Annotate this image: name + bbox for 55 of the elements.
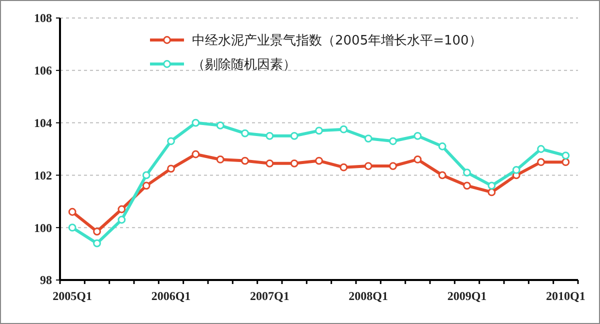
point	[438, 142, 446, 150]
point	[463, 182, 471, 190]
point	[142, 182, 150, 190]
point	[118, 216, 126, 224]
point	[68, 224, 76, 232]
point	[562, 158, 570, 166]
point	[315, 126, 323, 135]
point	[537, 158, 545, 166]
y-tick-label: 100	[34, 220, 52, 235]
point	[463, 168, 471, 177]
point	[340, 163, 348, 172]
point	[142, 171, 150, 180]
point	[340, 125, 348, 134]
point	[488, 182, 496, 190]
y-tick-label: 104	[34, 116, 52, 130]
y-tick-label: 102	[34, 168, 52, 182]
legend-label: （剔除随机因素）	[192, 58, 296, 73]
point	[93, 228, 101, 236]
x-tick-label: 2005Q1	[52, 289, 92, 303]
legend-label: 中经水泥产业景气指数（2005年增长水平=100）	[192, 34, 482, 49]
point	[216, 156, 224, 164]
point	[315, 156, 323, 165]
point	[192, 118, 200, 127]
y-tick-label: 108	[34, 11, 52, 26]
point	[290, 159, 298, 168]
point	[414, 156, 422, 164]
x-tick-label: 2008Q1	[348, 289, 388, 303]
point	[266, 159, 274, 168]
point	[414, 132, 422, 140]
x-tick-label: 2006Q1	[151, 289, 191, 303]
y-tick-label: 106	[34, 64, 52, 78]
point	[216, 121, 224, 130]
point	[192, 150, 200, 158]
point	[438, 171, 446, 180]
point	[512, 166, 520, 174]
x-tick-label: 2009Q1	[447, 289, 487, 303]
point	[364, 162, 372, 170]
point	[118, 205, 126, 214]
point	[167, 164, 175, 173]
point	[488, 188, 496, 196]
point	[364, 134, 372, 142]
point	[389, 137, 397, 146]
point	[167, 137, 175, 146]
point	[93, 239, 101, 248]
y-tick-label: 98	[40, 273, 52, 288]
point	[241, 156, 249, 165]
x-tick-label: 2007Q1	[250, 289, 290, 303]
point	[241, 129, 249, 138]
point	[562, 152, 570, 160]
point	[68, 208, 76, 216]
point	[266, 132, 274, 140]
point	[290, 132, 298, 140]
point	[389, 162, 397, 170]
point	[537, 145, 545, 153]
x-tick-label: 2010Q1	[546, 289, 586, 303]
